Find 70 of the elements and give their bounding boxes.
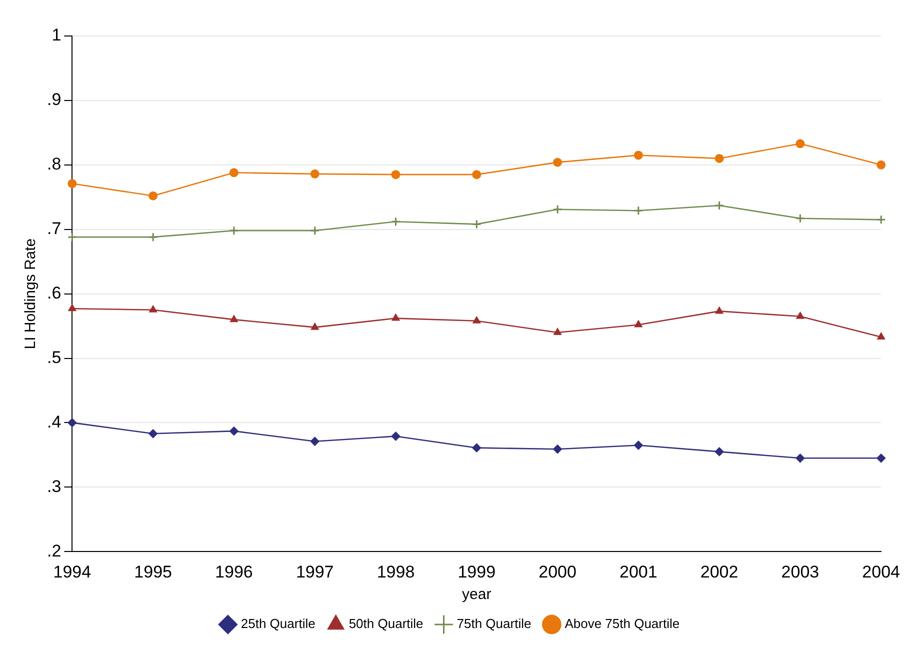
x-tick-label: 2002	[700, 562, 738, 582]
legend-label: Above 75th Quartile	[564, 616, 680, 632]
point	[554, 328, 562, 335]
point	[472, 219, 482, 229]
y-tick-label: .5	[46, 348, 62, 367]
point	[68, 304, 76, 312]
x-tick-label: 2004	[862, 562, 900, 582]
x-tick-label: 1999	[458, 562, 496, 582]
point	[230, 315, 238, 322]
point	[796, 139, 805, 148]
point	[552, 204, 562, 214]
point	[876, 214, 886, 224]
x-tick-label: 1996	[215, 562, 253, 582]
point	[472, 316, 481, 324]
y-tick-label: 1	[52, 26, 62, 45]
point	[714, 200, 724, 210]
point	[229, 226, 239, 236]
legend-label: 75th Quartile	[456, 616, 532, 632]
y-tick-label: .6	[46, 283, 62, 302]
point	[472, 443, 482, 452]
point	[148, 429, 158, 438]
point	[148, 191, 158, 200]
y-tick-label: .9	[46, 90, 62, 110]
point	[876, 454, 886, 463]
point	[472, 170, 482, 180]
point	[634, 320, 642, 328]
point	[876, 160, 886, 170]
y-tick-label: .3	[46, 476, 62, 496]
point	[553, 158, 562, 167]
x-tick-label: 1997	[296, 562, 334, 582]
x-tick-label: 2000	[538, 562, 576, 582]
x-tick-label: 1998	[376, 562, 415, 582]
point	[229, 168, 238, 178]
point	[229, 426, 238, 436]
point	[715, 306, 724, 314]
y-tick-label: .8	[46, 154, 62, 174]
point	[796, 454, 805, 463]
point	[391, 170, 400, 180]
point	[148, 232, 158, 242]
point	[795, 214, 805, 224]
point	[877, 332, 886, 340]
point	[634, 440, 643, 450]
legend-label: 50th Quartile	[348, 616, 424, 632]
point	[68, 418, 77, 428]
point	[634, 206, 644, 216]
legend-label: 25th Quartile	[240, 616, 316, 632]
point	[634, 150, 643, 160]
point	[310, 169, 320, 178]
point	[391, 432, 400, 441]
point	[310, 226, 320, 236]
point	[67, 232, 77, 242]
y-axis-title: LI Holdings Rate	[22, 238, 40, 350]
point	[310, 436, 320, 446]
point	[553, 444, 562, 454]
y-tick-label: .4	[46, 412, 62, 432]
point	[149, 305, 158, 312]
x-tick-label: 1995	[134, 562, 172, 582]
y-tick-label: .2	[46, 541, 62, 560]
x-tick-label: 2001	[620, 562, 658, 582]
point	[796, 312, 804, 319]
x-axis-title: year	[462, 586, 492, 604]
point	[68, 179, 77, 188]
point	[390, 216, 400, 226]
y-tick-label: .7	[46, 219, 62, 238]
point	[714, 154, 724, 163]
x-tick-label: 1994	[53, 562, 92, 582]
x-tick-label: 2003	[781, 562, 820, 582]
point	[310, 322, 319, 330]
point	[714, 447, 724, 456]
point	[392, 314, 400, 321]
